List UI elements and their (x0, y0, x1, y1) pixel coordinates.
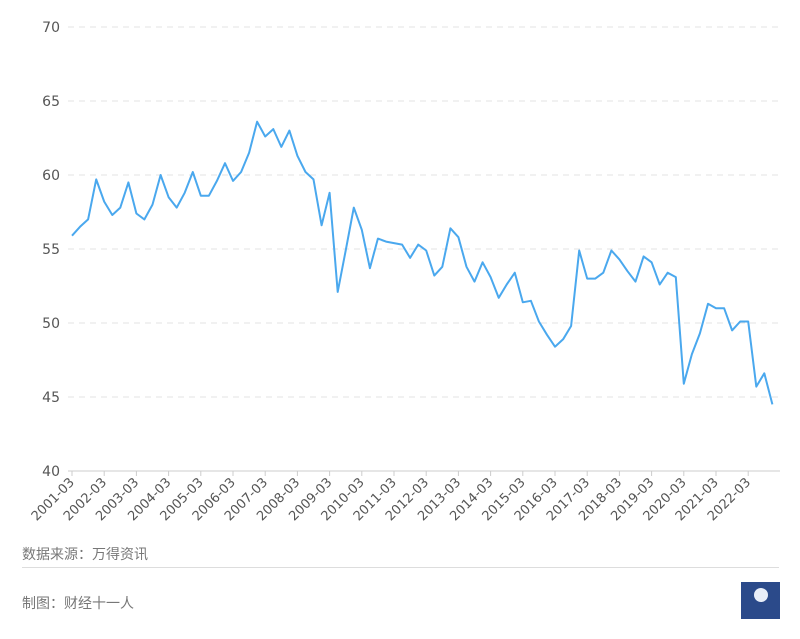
globe-icon (753, 588, 768, 602)
data-points (72, 121, 773, 405)
y-tick-label: 55 (42, 242, 60, 258)
y-tick-label: 50 (42, 316, 60, 332)
publisher-logo (741, 582, 780, 619)
y-axis: 40 45 50 55 60 65 70 (42, 20, 60, 480)
x-axis: 2001-032002-032003-032004-032005-032006-… (29, 471, 754, 524)
y-tick-label: 70 (42, 20, 60, 36)
chart-credit: 制图：财经十一人 (22, 596, 134, 612)
y-tick-label: 60 (42, 168, 60, 184)
data-source: 数据来源：万得资讯 (22, 547, 148, 563)
y-tick-label: 45 (42, 390, 60, 406)
y-tick-label: 40 (42, 464, 60, 480)
series-line (71, 120, 774, 405)
y-tick-label: 65 (42, 94, 60, 110)
divider (22, 567, 779, 568)
line-chart: 40 45 50 55 60 65 70 2001-032002-032003-032004… (29, 20, 780, 524)
